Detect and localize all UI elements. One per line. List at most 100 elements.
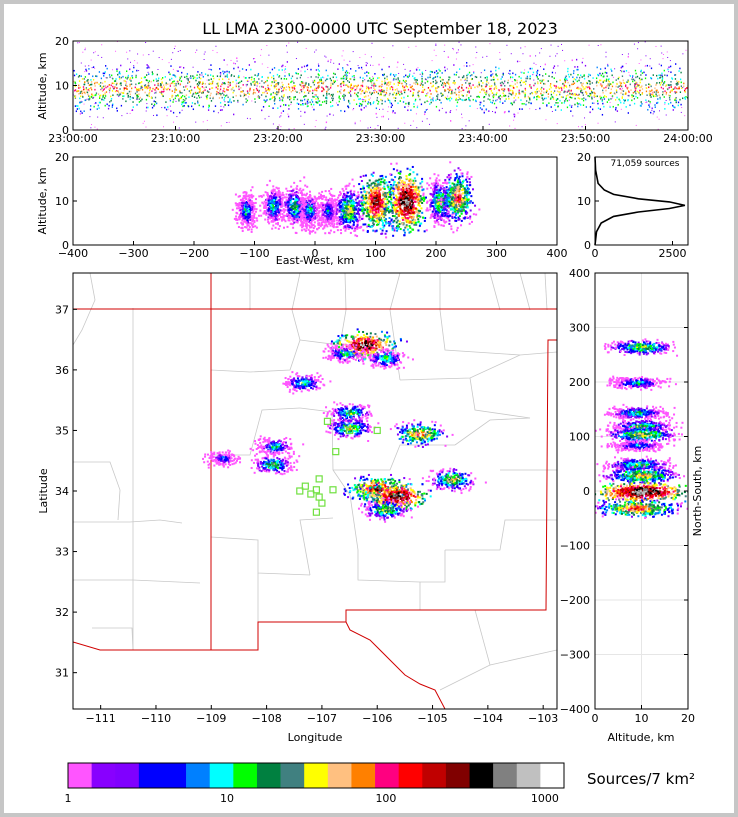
time-source-point [365,85,368,88]
time-source-point [417,91,419,94]
time-source-point [668,84,670,86]
time-source-point [138,98,140,100]
time-source-point [194,51,196,53]
ew-source-point [342,189,345,192]
time-source-point [77,90,80,92]
time-source-point [556,90,559,93]
time-source-point [182,66,185,69]
time-source-point [306,99,308,101]
time-source-point [409,84,411,86]
time-source-point [604,71,606,74]
time-source-point [350,68,352,70]
time-source-point [574,94,577,96]
time-source-point [138,82,141,84]
time-source-point [201,85,204,88]
ew-source-point [297,212,300,215]
time-source-point [144,91,146,94]
time-source-point [451,92,453,95]
time-source-point [674,87,677,90]
time-source-point [415,113,417,115]
time-source-point [80,101,82,103]
time-source-point [438,68,440,71]
ew-source-point [320,202,323,205]
time-source-point [632,91,635,94]
ew-source-point [245,191,248,194]
time-source-point [448,78,450,81]
time-source-point [605,89,607,92]
time-source-point [339,84,341,86]
ew-source-point [291,203,294,206]
time-source-point [413,88,415,91]
time-source-point [666,74,668,77]
ew-source-point [351,194,354,197]
ew-source-point [316,228,319,231]
time-source-point [277,91,279,93]
time-source-point [504,89,506,91]
time-source-point [129,83,131,86]
ew-source-point [333,204,336,207]
time-source-point [676,81,679,84]
ew-source-point [301,216,304,219]
time-source-point [220,93,222,95]
time-source-point [681,87,683,89]
time-source-point [530,87,532,89]
ew-source-point [347,219,350,222]
ew-source-point [265,213,268,216]
ew-source-point [257,214,260,217]
time-source-point [570,110,572,112]
ew-source-point [243,191,246,194]
time-source-point [407,95,409,97]
time-source-point [219,92,221,95]
time-source-point [128,90,131,93]
time-source-point [366,74,368,77]
time-source-point [125,100,127,103]
time-source-point [288,108,290,110]
time-source-point [597,73,599,76]
time-source-point [388,81,390,83]
time-source-point [412,88,414,91]
time-source-point [472,84,474,86]
time-source-point [356,87,358,90]
time-source-point [454,88,457,91]
ew-source-point [282,216,285,219]
ew-source-point [270,207,273,210]
time-source-point [539,82,542,84]
time-source-point [559,91,562,93]
time-source-point [427,76,429,79]
time-source-point [143,120,145,122]
time-source-point [79,113,82,115]
time-source-point [111,77,113,79]
time-source-point [633,79,636,82]
time-source-point [584,87,586,90]
time-source-point [104,104,106,107]
time-source-point [333,81,336,84]
ew-source-point [244,205,247,208]
ew-source-point [302,221,305,224]
time-source-point [632,95,635,97]
time-source-point [407,88,410,91]
time-source-point [381,85,383,87]
time-source-point [389,87,391,89]
time-source-point [597,122,599,124]
time-source-point [415,80,417,82]
ew-source-point [240,226,243,229]
time-source-point [250,78,253,81]
time-source-point [191,95,193,97]
time-source-point [405,85,407,87]
time-source-point [301,81,304,84]
ew-source-point [321,211,324,214]
time-source-point [397,84,399,86]
time-source-point [405,102,407,105]
ew-source-point [337,196,340,199]
time-source-point [638,84,640,87]
ew-source-point [305,203,308,206]
ew-source-point [249,199,252,202]
time-source-point [674,74,677,76]
time-source-point [325,85,328,88]
time-source-point [115,83,118,86]
time-source-point [467,98,470,101]
time-source-point [405,74,407,77]
time-source-point [655,89,657,92]
time-source-point [674,98,676,100]
ew-source-point [234,202,237,205]
